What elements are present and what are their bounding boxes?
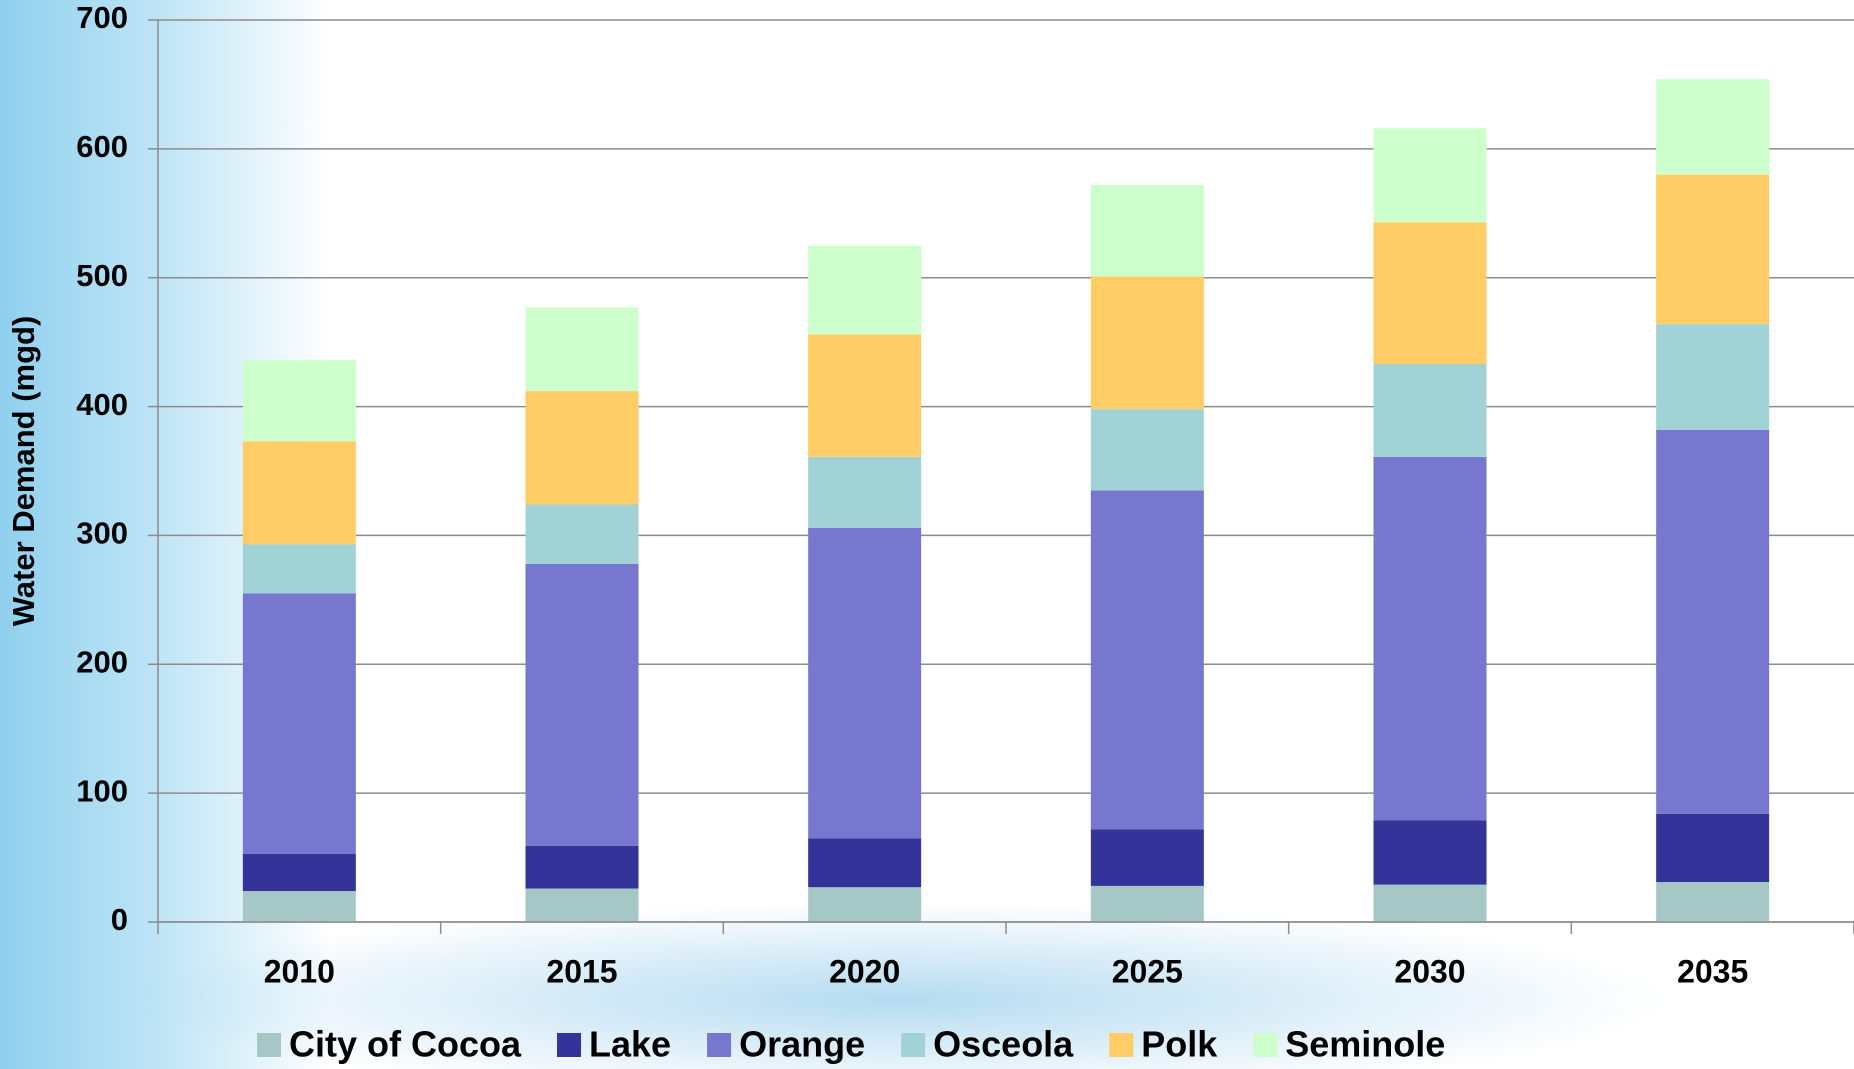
bar-segment	[1090, 885, 1204, 922]
legend-label: Seminole	[1285, 1024, 1445, 1065]
bar-segment	[1090, 409, 1204, 491]
legend-swatch	[707, 1033, 732, 1057]
y-tick-label: 600	[76, 129, 128, 164]
bar-segment	[242, 441, 356, 545]
legend-label: Orange	[739, 1024, 865, 1065]
bar-segment	[1373, 820, 1487, 885]
bar-segment	[808, 456, 922, 528]
bar-segment	[808, 245, 922, 335]
x-tick-label: 2010	[264, 953, 335, 989]
legend-swatch	[557, 1033, 582, 1057]
bar-segment	[242, 853, 356, 892]
legend-swatch	[1253, 1033, 1278, 1057]
bar-segment	[525, 391, 639, 505]
y-tick-label: 500	[76, 258, 128, 293]
bar-segment	[1373, 884, 1487, 922]
legend-label: Lake	[589, 1024, 671, 1065]
bar-segment	[1373, 364, 1487, 457]
bar-segment	[808, 887, 922, 922]
x-tick-label: 2035	[1677, 953, 1748, 989]
x-tick-label: 2025	[1112, 953, 1183, 989]
bar-segment	[1656, 429, 1770, 814]
bar-segment	[1656, 79, 1770, 175]
bar-segment	[525, 307, 639, 392]
bar-segment	[525, 845, 639, 889]
bar-segment	[242, 544, 356, 594]
legend-swatch	[1109, 1033, 1134, 1057]
legend-swatch	[901, 1033, 926, 1057]
x-tick-label: 2030	[1394, 953, 1465, 989]
x-tick-label: 2015	[546, 953, 617, 989]
bar-segment	[808, 838, 922, 888]
bar-segment	[1090, 490, 1204, 830]
y-tick-label: 400	[76, 387, 128, 422]
bar-segment	[525, 504, 639, 564]
bar-segment	[808, 527, 922, 839]
bar-segment	[1373, 128, 1487, 223]
legend-swatch	[257, 1033, 281, 1057]
legend-label: City of Cocoa	[289, 1024, 522, 1065]
bar-segment	[525, 563, 639, 846]
y-tick-label: 0	[111, 902, 128, 937]
y-tick-label: 200	[76, 644, 128, 679]
bar-segment	[808, 334, 922, 457]
bar-segment	[242, 593, 356, 854]
bar-segment	[1373, 222, 1487, 365]
bar-segment	[1090, 829, 1204, 886]
bar-segment	[1656, 174, 1770, 325]
bar-segment	[242, 360, 356, 442]
x-tick-label: 2020	[829, 953, 900, 989]
y-tick-label: 700	[76, 0, 128, 35]
legend-label: Osceola	[933, 1024, 1074, 1065]
bar-segment	[1656, 324, 1770, 430]
y-tick-label: 100	[76, 773, 128, 808]
y-tick-label: 300	[76, 516, 128, 551]
bar-segment	[1656, 813, 1770, 883]
bar-segment	[1090, 276, 1204, 410]
bar-segment	[525, 888, 639, 922]
legend-label: Polk	[1141, 1024, 1218, 1065]
bar-segment	[1090, 184, 1204, 277]
bar-segment	[242, 891, 356, 922]
bar-segment	[1373, 456, 1487, 821]
bar-segment	[1656, 882, 1770, 922]
y-axis-title: Water Demand (mgd)	[6, 316, 41, 627]
